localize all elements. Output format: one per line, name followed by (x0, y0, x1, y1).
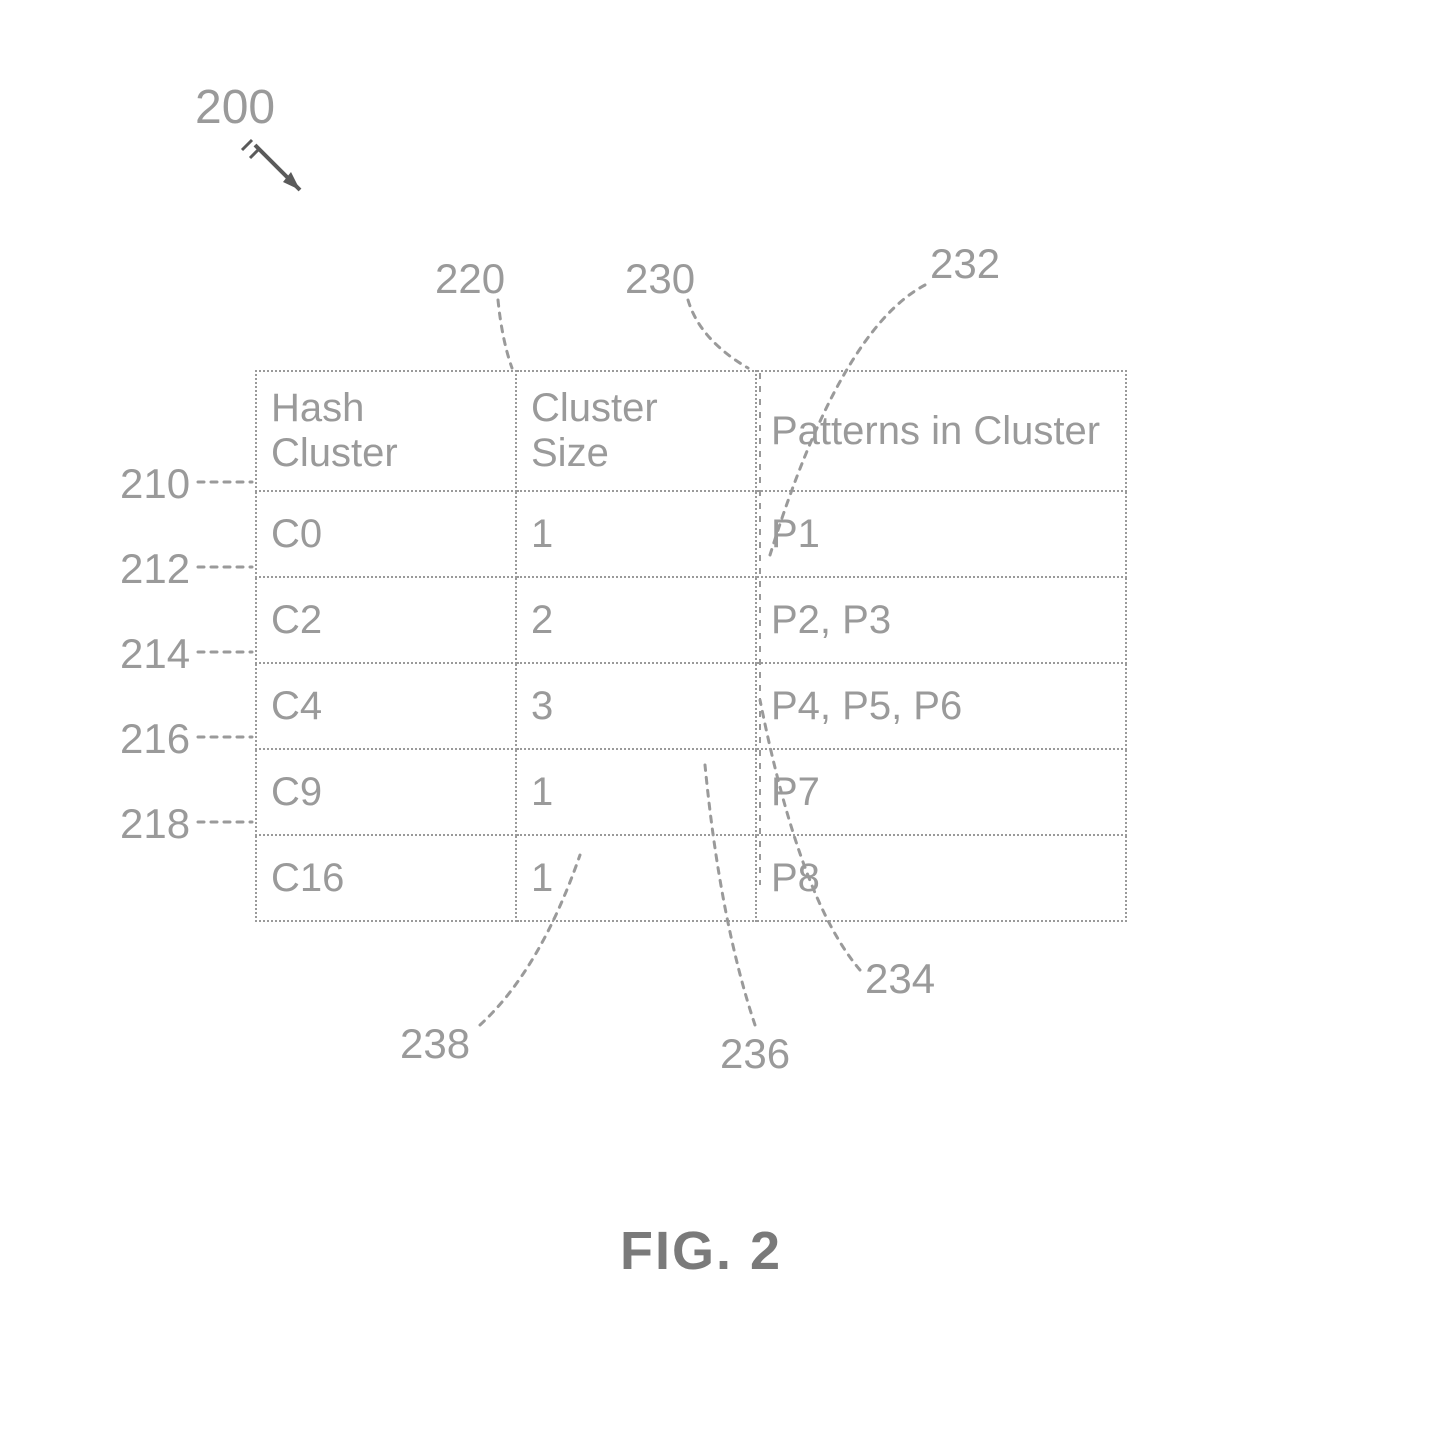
cell-patterns: P8 (756, 835, 1126, 921)
callout-210: 210 (120, 460, 190, 508)
table-row: C16 1 P8 (256, 835, 1126, 921)
cell-hash-cluster: C2 (256, 577, 516, 663)
col-header-patterns: Patterns in Cluster (756, 371, 1126, 491)
callout-232: 232 (930, 240, 1000, 288)
leader-230 (688, 300, 748, 368)
cell-cluster-size: 3 (516, 663, 756, 749)
col-header-cluster-size: Cluster Size (516, 371, 756, 491)
table-row: C2 2 P2, P3 (256, 577, 1126, 663)
cell-patterns: P4, P5, P6 (756, 663, 1126, 749)
cell-hash-cluster: C4 (256, 663, 516, 749)
table-header-row: Hash Cluster Cluster Size Patterns in Cl… (256, 371, 1126, 491)
cell-cluster-size: 2 (516, 577, 756, 663)
cell-cluster-size: 1 (516, 835, 756, 921)
figure-stage: 200 Hash Cluster Cluster Size Patterns i… (0, 0, 1431, 1446)
callout-234: 234 (865, 955, 935, 1003)
callout-216: 216 (120, 715, 190, 763)
cell-hash-cluster: C16 (256, 835, 516, 921)
callout-230: 230 (625, 255, 695, 303)
arrow-200-icon (242, 140, 300, 190)
cell-patterns: P1 (756, 491, 1126, 577)
table-row: C4 3 P4, P5, P6 (256, 663, 1126, 749)
cell-patterns: P7 (756, 749, 1126, 835)
callout-238: 238 (400, 1020, 470, 1068)
cell-patterns: P2, P3 (756, 577, 1126, 663)
cell-hash-cluster: C9 (256, 749, 516, 835)
callout-214: 214 (120, 630, 190, 678)
figure-caption: FIG. 2 (620, 1220, 782, 1282)
figure-number-label: 200 (195, 80, 275, 135)
cell-cluster-size: 1 (516, 491, 756, 577)
callout-218: 218 (120, 800, 190, 848)
table-row: C0 1 P1 (256, 491, 1126, 577)
leader-220 (498, 300, 512, 368)
cell-cluster-size: 1 (516, 749, 756, 835)
callout-236: 236 (720, 1030, 790, 1078)
cluster-table: Hash Cluster Cluster Size Patterns in Cl… (255, 370, 1127, 922)
callout-212: 212 (120, 545, 190, 593)
callout-220: 220 (435, 255, 505, 303)
cell-hash-cluster: C0 (256, 491, 516, 577)
col-header-hash-cluster: Hash Cluster (256, 371, 516, 491)
table-row: C9 1 P7 (256, 749, 1126, 835)
